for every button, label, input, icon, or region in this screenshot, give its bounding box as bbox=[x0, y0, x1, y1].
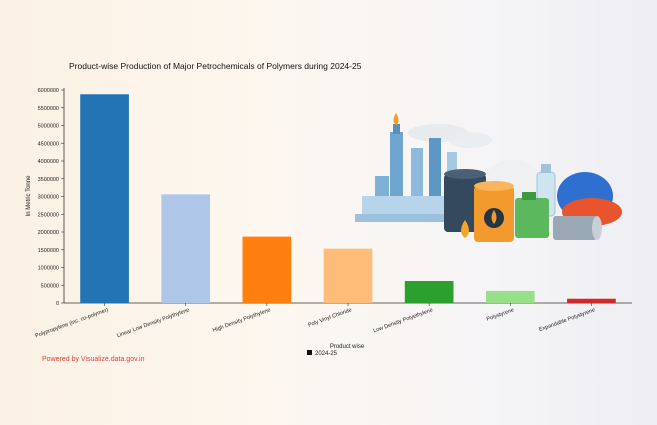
legend-label: 2024-25 bbox=[315, 351, 338, 357]
y-axis-ticks: 0 500000 1000000 1500000 2000000 2500000 30000… bbox=[38, 88, 64, 307]
bar-6[interactable] bbox=[485, 290, 535, 303]
y-tick-label: 0 bbox=[56, 301, 59, 307]
y-tick-label: 2000000 bbox=[38, 230, 59, 236]
y-tick-label: 1500000 bbox=[38, 248, 59, 254]
x-tick-label: High Density Polythylene bbox=[212, 307, 272, 334]
y-axis-label: In Metric Tonne bbox=[26, 175, 32, 217]
bar-5[interactable] bbox=[404, 280, 454, 303]
x-tick-label: Linear Low Density Polythylene bbox=[116, 307, 190, 339]
chart-title: Product-wise Production of Major Petroch… bbox=[69, 61, 362, 71]
x-tick-label: Expandable Polystyrene bbox=[538, 307, 596, 333]
y-tick-label: 3500000 bbox=[38, 177, 59, 183]
x-axis-ticks: Polypropylene (inc. co-polymer) Linear Lo… bbox=[35, 303, 596, 339]
bars-group bbox=[80, 94, 616, 303]
legend[interactable]: 2024-25 bbox=[307, 350, 338, 357]
legend-swatch bbox=[307, 350, 312, 355]
powered-by-link[interactable]: Powered by Visualize.data.gov.in bbox=[42, 356, 145, 363]
y-tick-label: 4000000 bbox=[38, 159, 59, 165]
x-tick-label: Low Density Polyethylene bbox=[373, 307, 434, 334]
x-tick-label: Polystyrene bbox=[486, 307, 515, 322]
y-tick-label: 5000000 bbox=[38, 124, 59, 130]
x-axis-label: Product wise bbox=[330, 344, 365, 350]
bar-4[interactable] bbox=[323, 248, 373, 303]
y-tick-label: 5500000 bbox=[38, 106, 59, 112]
x-tick-label: Poly Vinyl Chloride bbox=[307, 307, 352, 328]
bar-1[interactable] bbox=[80, 94, 129, 303]
bar-7[interactable] bbox=[567, 298, 616, 303]
bar-2[interactable] bbox=[161, 194, 211, 303]
y-tick-label: 1000000 bbox=[38, 266, 59, 272]
y-tick-label: 4500000 bbox=[38, 141, 59, 147]
x-tick-label: Polypropylene (inc. co-polymer) bbox=[35, 307, 110, 339]
y-tick-label: 3000000 bbox=[38, 195, 59, 201]
y-tick-label: 500000 bbox=[41, 283, 59, 289]
y-tick-label: 2500000 bbox=[38, 212, 59, 218]
bar-3[interactable] bbox=[242, 236, 292, 303]
y-tick-label: 6000000 bbox=[38, 88, 59, 94]
petrochemical-plant-polymers-icon bbox=[355, 113, 622, 242]
